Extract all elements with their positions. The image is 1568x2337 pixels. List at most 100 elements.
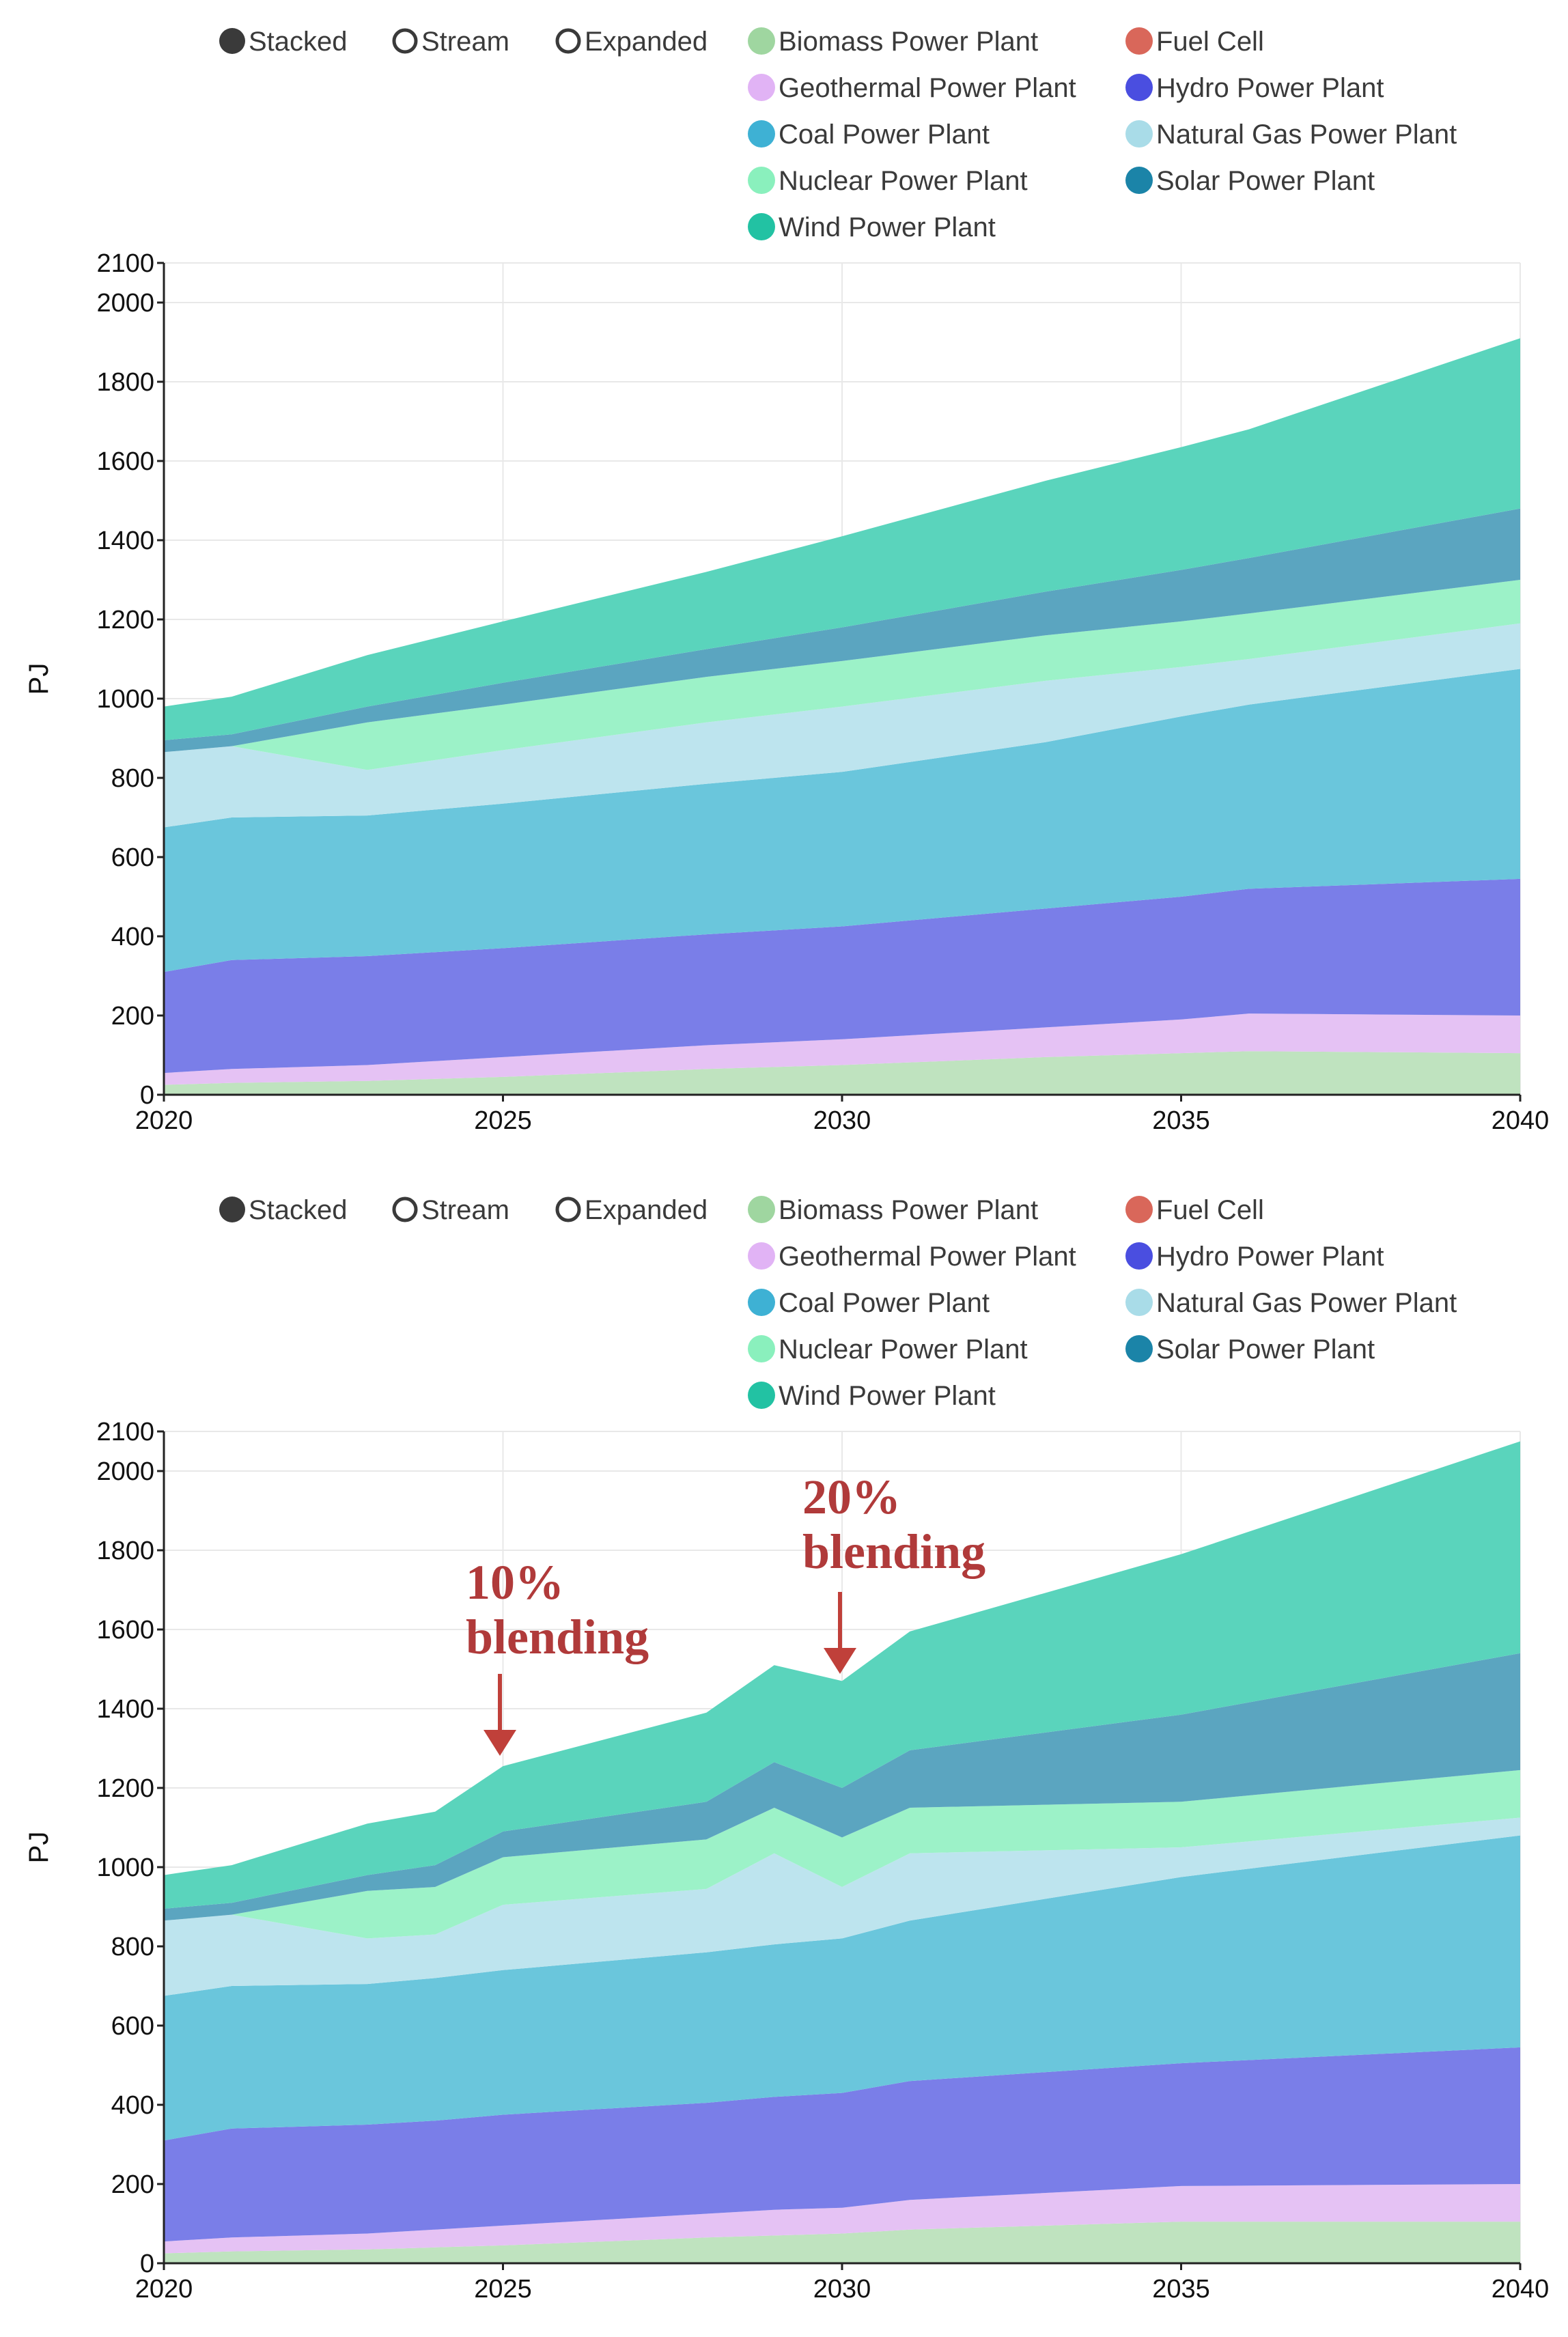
y-tick-label: 200 [111, 2170, 154, 2199]
legend-item-geothermal-power-plant[interactable]: Geothermal Power Plant [748, 1242, 1076, 1272]
legend-label: Geothermal Power Plant [779, 1242, 1076, 1272]
area-natural-gas-power-plant[interactable] [164, 623, 1520, 828]
area-hydro-power-plant[interactable] [164, 878, 1520, 1074]
legend-mode-stacked[interactable]: Stacked [219, 1195, 348, 1225]
radio-unselected-icon[interactable] [555, 1197, 581, 1222]
legend-swatch [1125, 1196, 1153, 1223]
legend-item-hydro-power-plant[interactable]: Hydro Power Plant [1125, 1242, 1384, 1272]
legend-item-wind-power-plant[interactable]: Wind Power Plant [748, 1381, 996, 1411]
legend-item-geothermal-power-plant[interactable]: Geothermal Power Plant [748, 73, 1076, 103]
y-tick-label: 2000 [96, 1457, 154, 1486]
area-geothermal-power-plant[interactable] [164, 1013, 1520, 1085]
legend-mode-label: Stream [421, 1195, 509, 1225]
legend-label: Coal Power Plant [779, 1288, 990, 1318]
y-tick-label: 2000 [96, 289, 154, 318]
x-tick-label: 2040 [1492, 1106, 1550, 1135]
legend-item-fuel-cell[interactable]: Fuel Cell [1125, 1195, 1264, 1225]
annotation-1: 10%blending [466, 1555, 649, 1756]
radio-selected-icon[interactable] [219, 1197, 245, 1222]
y-tick-label: 400 [111, 923, 154, 951]
y-tick-label: 1600 [96, 1616, 154, 1645]
y-tick-label: 1400 [96, 527, 154, 555]
x-tick-label: 2035 [1152, 1106, 1210, 1135]
legend-mode-stacked[interactable]: Stacked [219, 27, 348, 57]
legend-swatch [1125, 167, 1153, 194]
area-solar-power-plant[interactable] [164, 1653, 1520, 1921]
area-wind-power-plant[interactable] [164, 1441, 1520, 1909]
legend-item-solar-power-plant[interactable]: Solar Power Plant [1125, 166, 1375, 196]
x-tick-label: 2025 [474, 1106, 532, 1135]
legend-label: Wind Power Plant [779, 212, 996, 242]
y-axis-label: PJ [24, 1832, 54, 1864]
x-tick-label: 2035 [1152, 2275, 1210, 2304]
legend-label: Nuclear Power Plant [779, 1334, 1028, 1365]
legend-mode-label: Expanded [585, 1195, 708, 1225]
legend-swatch [1125, 1335, 1153, 1362]
radio-selected-icon[interactable] [219, 28, 245, 54]
area-biomass-power-plant[interactable] [164, 1051, 1520, 1095]
legend-label: Fuel Cell [1156, 1195, 1264, 1225]
legend-item-coal-power-plant[interactable]: Coal Power Plant [748, 1288, 990, 1318]
y-tick-label: 200 [111, 1002, 154, 1031]
y-tick-label: 0 [140, 2250, 154, 2278]
y-tick-label: 2100 [96, 249, 154, 278]
radio-unselected-icon[interactable] [555, 28, 581, 54]
x-tick-label: 2020 [135, 2275, 193, 2304]
legend-mode-expanded[interactable]: Expanded [555, 1195, 708, 1225]
legend-label: Natural Gas Power Plant [1156, 120, 1457, 150]
area-biomass-power-plant[interactable] [164, 2222, 1520, 2263]
legend-swatch [1125, 74, 1153, 101]
area-geothermal-power-plant[interactable] [164, 2184, 1520, 2254]
area-solar-power-plant[interactable] [164, 508, 1520, 753]
legend-mode-label: Stacked [249, 1195, 348, 1225]
area-natural-gas-power-plant[interactable] [164, 1817, 1520, 1996]
legend-item-solar-power-plant[interactable]: Solar Power Plant [1125, 1334, 1375, 1365]
area-wind-power-plant[interactable] [164, 338, 1520, 740]
legend-mode-stream[interactable]: Stream [392, 1195, 509, 1225]
y-tick-label: 1600 [96, 447, 154, 476]
legend-label: Coal Power Plant [779, 120, 990, 150]
area-chart-bottom: Stacked Stream Expanded Biomass Power Plant… [24, 1195, 1549, 2304]
area-hydro-power-plant[interactable] [164, 2047, 1520, 2242]
legend-item-natural-gas-power-plant[interactable]: Natural Gas Power Plant [1125, 120, 1457, 150]
legend-item-natural-gas-power-plant[interactable]: Natural Gas Power Plant [1125, 1288, 1457, 1318]
area-nuclear-power-plant[interactable] [164, 1769, 1520, 1939]
x-tick-label: 2040 [1492, 2275, 1550, 2304]
legend-label: Solar Power Plant [1156, 1334, 1375, 1365]
y-tick-label: 800 [111, 764, 154, 793]
legend-item-biomass-power-plant[interactable]: Biomass Power Plant [748, 1195, 1038, 1225]
legend-item-fuel-cell[interactable]: Fuel Cell [1125, 27, 1264, 57]
down-arrow-icon [824, 1648, 856, 1674]
chart-panel-bottom: Stacked Stream Expanded Biomass Power Plant… [0, 1168, 1568, 2337]
legend: Stacked Stream Expanded Biomass Power Plant… [219, 1195, 1457, 1411]
legend-swatch [748, 1289, 775, 1316]
area-coal-power-plant[interactable] [164, 669, 1520, 972]
legend-swatch [748, 1242, 775, 1270]
area-coal-power-plant[interactable] [164, 1835, 1520, 2141]
legend-mode-stream[interactable]: Stream [392, 27, 509, 57]
legend-swatch [748, 213, 775, 240]
y-tick-label: 600 [111, 843, 154, 872]
y-axis-label: PJ [24, 663, 54, 695]
legend-swatch [1125, 27, 1153, 55]
legend-item-coal-power-plant[interactable]: Coal Power Plant [748, 120, 990, 150]
legend-item-wind-power-plant[interactable]: Wind Power Plant [748, 212, 996, 242]
legend-swatch [1125, 1289, 1153, 1316]
legend-mode-expanded[interactable]: Expanded [555, 27, 708, 57]
legend-swatch [748, 1382, 775, 1409]
legend-item-nuclear-power-plant[interactable]: Nuclear Power Plant [748, 1334, 1028, 1365]
radio-unselected-icon[interactable] [392, 1197, 418, 1222]
annotation-text: 10% [466, 1555, 564, 1610]
annotations: 10%blending 20% blending [466, 1470, 985, 1756]
annotation-text: 20% [802, 1470, 901, 1524]
legend-label: Geothermal Power Plant [779, 73, 1076, 103]
legend-label: Wind Power Plant [779, 1381, 996, 1411]
legend-item-nuclear-power-plant[interactable]: Nuclear Power Plant [748, 166, 1028, 196]
area-nuclear-power-plant[interactable] [164, 580, 1520, 770]
legend-item-hydro-power-plant[interactable]: Hydro Power Plant [1125, 73, 1384, 103]
annotation-text: blending [466, 1610, 649, 1664]
legend-item-biomass-power-plant[interactable]: Biomass Power Plant [748, 27, 1038, 57]
radio-unselected-icon[interactable] [392, 28, 418, 54]
axes: 0 200 400 600 800 1000 1200 1400 1600 1800 2000 210… [24, 1418, 1549, 2304]
x-tick-label: 2025 [474, 2275, 532, 2304]
